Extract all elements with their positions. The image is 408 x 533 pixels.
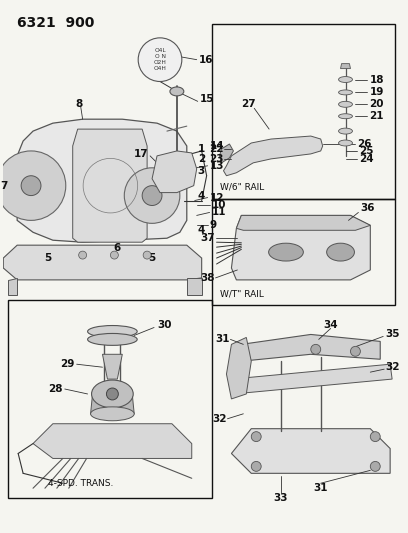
Circle shape — [251, 462, 261, 471]
Circle shape — [79, 251, 86, 259]
Polygon shape — [341, 63, 350, 69]
Text: 12: 12 — [210, 192, 224, 203]
Polygon shape — [231, 364, 392, 394]
Circle shape — [124, 168, 180, 223]
Ellipse shape — [339, 128, 353, 134]
Text: W/6" RAIL: W/6" RAIL — [220, 183, 264, 191]
Text: 38: 38 — [200, 273, 215, 283]
Text: 5: 5 — [44, 253, 51, 263]
Text: 31: 31 — [215, 334, 229, 344]
Polygon shape — [152, 151, 197, 192]
Circle shape — [138, 38, 182, 82]
Bar — [212, 24, 395, 199]
Circle shape — [251, 432, 261, 441]
Ellipse shape — [339, 114, 353, 119]
Text: 4: 4 — [198, 225, 205, 235]
Text: 20: 20 — [369, 99, 384, 109]
Polygon shape — [91, 394, 134, 414]
Text: 28: 28 — [48, 384, 63, 394]
Text: 30: 30 — [157, 319, 171, 329]
Text: 26: 26 — [357, 139, 372, 149]
Text: 5: 5 — [149, 253, 156, 263]
Text: 7: 7 — [0, 181, 7, 191]
Polygon shape — [73, 129, 147, 242]
Text: 19: 19 — [369, 87, 384, 98]
Polygon shape — [224, 136, 323, 176]
Ellipse shape — [339, 101, 353, 107]
Ellipse shape — [88, 334, 137, 345]
Polygon shape — [17, 119, 187, 242]
Text: 6321  900: 6321 900 — [17, 16, 95, 30]
Text: 32: 32 — [212, 414, 226, 424]
Text: 34: 34 — [323, 319, 338, 329]
Text: 29: 29 — [60, 359, 75, 369]
Text: 18: 18 — [369, 75, 384, 85]
Text: 13: 13 — [210, 161, 224, 171]
Circle shape — [0, 151, 66, 220]
Polygon shape — [102, 354, 122, 379]
Text: 23: 23 — [209, 154, 224, 164]
Polygon shape — [226, 337, 251, 399]
Text: 10: 10 — [212, 200, 226, 211]
Polygon shape — [231, 215, 370, 280]
Text: 25: 25 — [359, 146, 374, 156]
Text: 21: 21 — [369, 111, 384, 121]
Polygon shape — [236, 215, 370, 230]
Text: 9: 9 — [210, 220, 217, 230]
Polygon shape — [220, 144, 233, 163]
Text: 4-SPD. TRANS.: 4-SPD. TRANS. — [48, 479, 113, 488]
Text: O4L
O N
O2H
O4H: O4L O N O2H O4H — [153, 48, 166, 71]
Text: 11: 11 — [212, 207, 226, 217]
Ellipse shape — [339, 77, 353, 83]
Text: 24: 24 — [359, 154, 374, 164]
Ellipse shape — [91, 380, 133, 408]
Ellipse shape — [327, 243, 355, 261]
Text: 17: 17 — [133, 149, 148, 159]
Text: 22: 22 — [209, 144, 224, 154]
Circle shape — [350, 346, 360, 356]
Polygon shape — [3, 245, 202, 280]
Polygon shape — [231, 429, 390, 473]
Ellipse shape — [339, 140, 353, 146]
Circle shape — [370, 432, 380, 441]
Polygon shape — [239, 334, 380, 361]
Text: 36: 36 — [360, 204, 375, 214]
Bar — [212, 199, 395, 305]
Text: 6: 6 — [114, 243, 121, 253]
Bar — [8, 300, 212, 498]
Ellipse shape — [91, 407, 134, 421]
Text: 32: 32 — [385, 362, 400, 372]
Text: 3: 3 — [198, 166, 205, 176]
Ellipse shape — [88, 326, 137, 337]
Circle shape — [106, 388, 118, 400]
Text: 8: 8 — [75, 99, 82, 109]
Text: 14: 14 — [210, 141, 224, 151]
Circle shape — [370, 462, 380, 471]
Circle shape — [111, 251, 118, 259]
Text: 35: 35 — [385, 329, 400, 340]
Text: 37: 37 — [200, 233, 215, 243]
Ellipse shape — [339, 90, 353, 95]
Circle shape — [21, 176, 41, 196]
Polygon shape — [187, 278, 202, 295]
Polygon shape — [8, 278, 17, 295]
Ellipse shape — [170, 87, 184, 96]
Text: 2: 2 — [198, 154, 205, 164]
Polygon shape — [33, 424, 192, 458]
Text: 33: 33 — [274, 493, 288, 503]
Text: 1: 1 — [198, 144, 205, 154]
Circle shape — [142, 185, 162, 206]
Text: 31: 31 — [313, 483, 328, 493]
Circle shape — [311, 344, 321, 354]
Circle shape — [143, 251, 151, 259]
Text: W/T" RAIL: W/T" RAIL — [220, 290, 264, 298]
Text: 4: 4 — [198, 191, 205, 200]
Text: 16: 16 — [199, 55, 213, 64]
Ellipse shape — [268, 243, 303, 261]
Text: 27: 27 — [242, 99, 256, 109]
Text: 15: 15 — [200, 94, 214, 104]
